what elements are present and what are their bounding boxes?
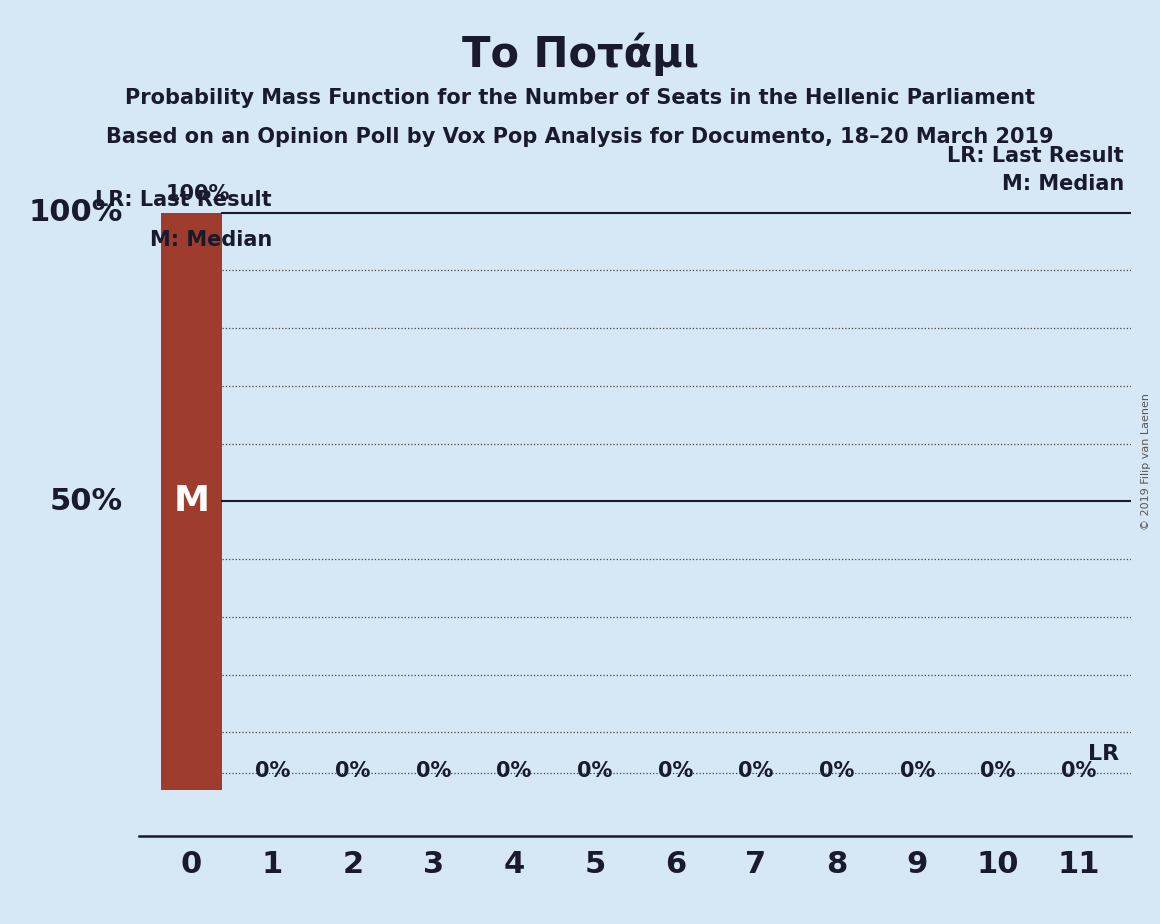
Text: LR: Last Result: LR: Last Result bbox=[948, 146, 1124, 166]
Text: 100%: 100% bbox=[166, 184, 230, 204]
Text: © 2019 Filip van Laenen: © 2019 Filip van Laenen bbox=[1141, 394, 1151, 530]
Text: 0%: 0% bbox=[658, 761, 694, 782]
Text: 0%: 0% bbox=[1061, 761, 1096, 782]
Text: LR: Last Result: LR: Last Result bbox=[95, 189, 271, 210]
Text: 0%: 0% bbox=[980, 761, 1016, 782]
Text: 0%: 0% bbox=[577, 761, 612, 782]
Text: M: Median: M: Median bbox=[150, 230, 271, 249]
Text: 100%: 100% bbox=[29, 198, 123, 227]
Text: 0%: 0% bbox=[819, 761, 855, 782]
Text: 0%: 0% bbox=[335, 761, 370, 782]
Text: 0%: 0% bbox=[739, 761, 774, 782]
Text: LR: LR bbox=[1088, 744, 1119, 764]
Text: M: Median: M: Median bbox=[1002, 174, 1124, 194]
Text: M: M bbox=[174, 484, 210, 518]
Text: 0%: 0% bbox=[496, 761, 531, 782]
Text: 0%: 0% bbox=[254, 761, 290, 782]
Text: 50%: 50% bbox=[50, 487, 123, 516]
Text: 0%: 0% bbox=[415, 761, 451, 782]
Text: 0%: 0% bbox=[900, 761, 935, 782]
Text: Based on an Opinion Poll by Vox Pop Analysis for Documento, 18–20 March 2019: Based on an Opinion Poll by Vox Pop Anal… bbox=[107, 127, 1053, 147]
Text: Το Ποτάμι: Το Ποτάμι bbox=[462, 32, 698, 76]
Text: Probability Mass Function for the Number of Seats in the Hellenic Parliament: Probability Mass Function for the Number… bbox=[125, 88, 1035, 108]
Bar bbox=[161, 213, 222, 790]
